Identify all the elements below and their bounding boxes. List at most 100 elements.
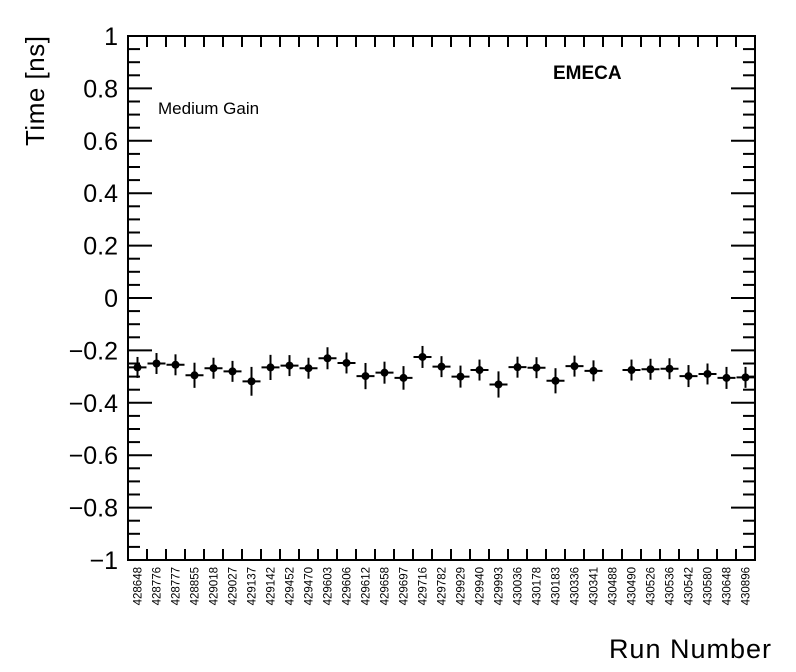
x-tick-label-429137: 429137 (247, 567, 259, 605)
data-point-marker (342, 358, 351, 367)
data-point-marker (494, 380, 503, 389)
data-point-marker (418, 352, 427, 361)
x-tick-label-428855: 428855 (190, 567, 202, 605)
y-tick-label: 0.8 (83, 75, 118, 103)
data-point-429782 (432, 356, 451, 378)
annotation-detector-label: EMECA (553, 63, 622, 84)
x-tick-label-429716: 429716 (418, 567, 430, 605)
data-point-430896 (736, 366, 755, 388)
x-tick-label-429697: 429697 (399, 567, 411, 605)
data-point-430183 (546, 368, 565, 394)
data-point-429940 (470, 359, 489, 381)
x-tick-label-430536: 430536 (665, 567, 677, 605)
x-tick-label-429470: 429470 (304, 567, 316, 605)
data-point-marker (380, 368, 389, 377)
data-point-430036 (508, 356, 527, 378)
x-tick-label-430036: 430036 (513, 567, 525, 605)
data-point-430648 (717, 366, 736, 389)
data-point-429612 (356, 362, 375, 390)
data-point-430580 (698, 363, 717, 385)
y-tick-label: −0.4 (69, 390, 118, 418)
y-tick-label: −0.8 (69, 495, 118, 523)
data-point-430178 (527, 357, 546, 379)
data-point-marker (133, 363, 142, 372)
data-point-429697 (394, 366, 413, 390)
x-tick-label-430336: 430336 (570, 567, 582, 605)
data-point-marker (722, 373, 731, 382)
y-tick-label: −0.2 (69, 337, 118, 365)
x-tick-label-429452: 429452 (285, 567, 297, 605)
data-point-430490 (622, 359, 641, 381)
y-tick-label: 1 (104, 23, 118, 51)
x-tick-label-430183: 430183 (551, 567, 563, 605)
data-point-marker (570, 362, 579, 371)
y-tick-label: −1 (89, 547, 118, 575)
data-point-marker (323, 354, 332, 363)
data-point-marker (684, 372, 693, 381)
data-point-428855 (185, 362, 204, 388)
x-tick-label-430488: 430488 (608, 567, 620, 605)
data-point-marker (475, 366, 484, 375)
x-tick-label-430178: 430178 (532, 567, 544, 605)
x-tick-label-430526: 430526 (646, 567, 658, 605)
data-point-marker (247, 377, 256, 386)
x-axis-title: Run Number (609, 634, 772, 664)
data-point-428648 (128, 356, 147, 378)
data-point-marker (190, 371, 199, 380)
x-tick-label-430580: 430580 (703, 567, 715, 605)
y-tick-label: 0.4 (83, 180, 118, 208)
x-tick-label-429782: 429782 (437, 567, 449, 605)
data-point-marker (209, 364, 218, 373)
data-point-marker (627, 366, 636, 375)
data-point-marker (551, 376, 560, 385)
data-point-430336 (565, 355, 584, 377)
y-tick-label: −0.6 (69, 442, 118, 470)
data-point-429606 (337, 352, 356, 374)
y-axis-ticks (128, 48, 755, 548)
data-point-marker (361, 372, 370, 381)
x-tick-label-429940: 429940 (475, 567, 487, 605)
data-point-marker (399, 373, 408, 382)
x-tick-label-429606: 429606 (342, 567, 354, 605)
x-tick-label-430896: 430896 (741, 567, 753, 605)
data-point-marker (228, 367, 237, 376)
data-point-marker (665, 364, 674, 373)
data-point-marker (513, 363, 522, 372)
x-tick-label-429603: 429603 (323, 567, 335, 605)
data-point-429027 (223, 360, 242, 382)
data-point-marker (532, 363, 541, 372)
data-point-429658 (375, 361, 394, 384)
x-tick-label-429142: 429142 (266, 567, 278, 605)
y-axis-tick-labels: 1 0.8 0.6 0.4 0.2 0 −0.2 −0.4 −0.6 −0.8 −1 (69, 23, 118, 575)
data-point-430542 (679, 365, 698, 388)
x-axis-ticks (146, 36, 737, 560)
y-tick-label: 0.2 (83, 233, 118, 261)
data-point-429929 (451, 365, 470, 388)
data-point-marker (456, 372, 465, 381)
data-point-428777 (166, 354, 185, 376)
x-tick-label-430542: 430542 (684, 567, 696, 605)
x-axis-tick-labels: 428648 428776 428777 428855 429018 429027 4291… (133, 567, 753, 605)
data-point-marker (152, 359, 161, 368)
data-point-430526 (641, 358, 660, 380)
data-point-429603 (318, 347, 337, 370)
x-tick-label-430648: 430648 (722, 567, 734, 605)
x-tick-label-430490: 430490 (627, 567, 639, 605)
x-tick-label-430341: 430341 (589, 567, 601, 605)
annotation-gain-label: Medium Gain (158, 99, 259, 118)
data-point-429993 (489, 371, 508, 398)
data-point-429018 (204, 357, 223, 379)
data-point-430536 (660, 358, 679, 380)
data-point-marker (437, 362, 446, 371)
data-point-429452 (280, 355, 299, 377)
data-point-429470 (299, 357, 318, 379)
x-tick-label-429612: 429612 (361, 567, 373, 605)
data-point-marker (589, 366, 598, 375)
data-point-429142 (261, 354, 280, 381)
data-point-429137 (242, 366, 261, 396)
data-point-429716 (413, 345, 432, 368)
data-point-428776 (147, 353, 166, 374)
x-tick-label-429658: 429658 (380, 567, 392, 605)
